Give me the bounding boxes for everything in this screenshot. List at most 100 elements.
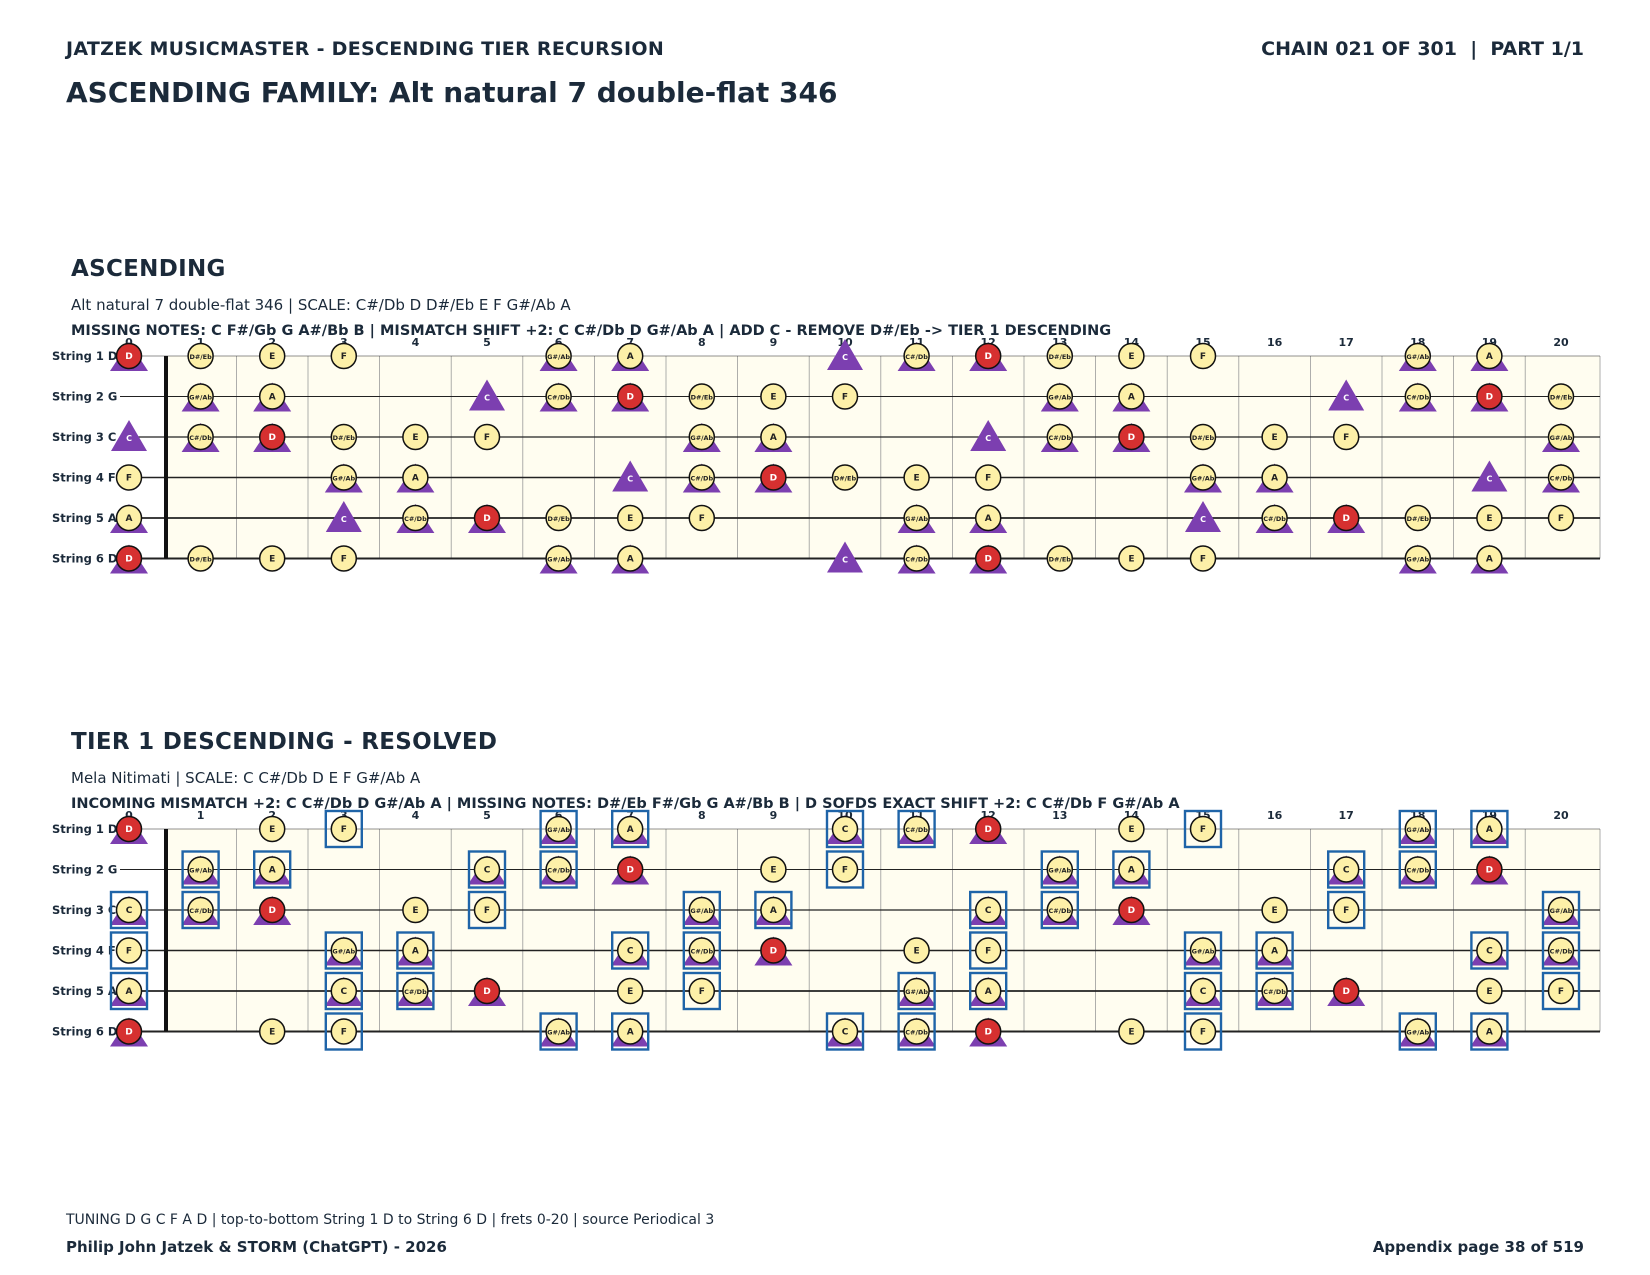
shift-box-f	[109, 931, 149, 970]
string-label-3: String 3 C	[52, 903, 116, 917]
note-label-f: F	[1558, 514, 1564, 524]
note-label-a: A	[269, 866, 276, 876]
shift-box-cs-db	[897, 809, 936, 849]
note-marker-cs-db	[545, 383, 572, 410]
note-marker-f	[831, 856, 859, 883]
note-marker-a	[974, 504, 1002, 532]
note-marker-gs-ab	[187, 856, 214, 883]
shift-box-a	[252, 850, 292, 889]
shift-box-a	[611, 1012, 650, 1051]
note-label-d: D	[984, 555, 991, 565]
note-marker-gs-ab	[688, 896, 716, 924]
note-label-ds-eb: D#/Eb	[834, 475, 857, 483]
note-marker-cs-db	[545, 856, 572, 883]
note-label-d: D	[125, 825, 132, 835]
note-marker-cs-db	[402, 977, 429, 1005]
note-marker-cs-db	[1404, 383, 1432, 410]
root-note-marker	[616, 383, 644, 410]
note-marker-e	[1118, 545, 1145, 572]
note-marker-e	[1476, 504, 1503, 532]
shift-box-gs-ab	[1398, 1012, 1438, 1051]
fret-number-17: 17	[1339, 336, 1354, 349]
root-note-marker	[974, 1018, 1002, 1045]
string-label-2: String 2 G	[52, 390, 117, 404]
fret-number-5: 5	[483, 336, 491, 349]
note-label-d: D	[125, 352, 132, 362]
note-label-a: A	[627, 352, 634, 362]
note-label-f: F	[341, 1028, 347, 1038]
tier-triangle-c	[111, 420, 147, 451]
fret-number-9: 9	[770, 336, 778, 349]
note-label-c: C	[985, 906, 992, 916]
note-label-a: A	[269, 393, 276, 403]
note-marker-a	[115, 504, 143, 532]
note-label-e: E	[412, 433, 418, 443]
root-note-marker	[1118, 423, 1145, 451]
root-note-marker	[1118, 896, 1145, 924]
root-note-marker	[115, 815, 143, 843]
note-marker-e	[402, 896, 429, 924]
section-2-title: TIER 1 DESCENDING - RESOLVED	[71, 729, 498, 755]
tier-triangle-label-c: C	[126, 434, 132, 443]
note-label-gs-ab: G#/Ab	[1550, 434, 1573, 442]
note-label-c: C	[1200, 987, 1207, 997]
string-label-6: String 6 D	[52, 1025, 117, 1039]
note-label-a: A	[1486, 825, 1493, 835]
note-label-d: D	[268, 433, 275, 443]
note-marker-cs-db	[1547, 464, 1575, 491]
note-marker-f	[330, 1018, 358, 1045]
string-label-5: String 5 A	[52, 511, 117, 525]
note-marker-f	[115, 937, 143, 964]
note-marker-e	[1118, 342, 1145, 370]
section-1-detail: MISSING NOTES: C F#/Gb G A#/Bb B | MISMA…	[71, 323, 1112, 339]
note-label-cs-db: C#/Db	[690, 948, 713, 956]
note-marker-e	[616, 504, 644, 532]
shift-box-a	[1470, 1012, 1509, 1051]
note-marker-gs-ab	[903, 977, 930, 1005]
shift-box-f	[467, 890, 507, 930]
note-label-ds-eb: D#/Eb	[333, 434, 356, 442]
root-note-marker	[1332, 504, 1360, 532]
shift-box-cs-db	[396, 971, 435, 1011]
note-label-f: F	[1343, 906, 1349, 916]
shift-box-f	[969, 931, 1008, 970]
shift-box-f	[1183, 1012, 1223, 1051]
note-label-c: C	[340, 987, 347, 997]
shift-box-a	[754, 890, 793, 930]
shift-box-c	[1326, 850, 1366, 889]
fret-number-4: 4	[412, 336, 420, 349]
note-label-e: E	[1272, 433, 1278, 443]
note-label-c: C	[627, 947, 634, 957]
note-marker-e	[258, 545, 286, 572]
shift-box-cs-db	[897, 1012, 936, 1051]
note-marker-a	[616, 342, 644, 370]
shift-box-a	[109, 971, 149, 1011]
note-label-e: E	[627, 514, 633, 524]
note-label-d: D	[483, 987, 490, 997]
note-label-f: F	[126, 474, 132, 484]
footer-tuning: TUNING D G C F A D | top-to-bottom Strin…	[66, 1212, 715, 1228]
tier-triangle-c	[612, 460, 649, 492]
shift-box-f	[1183, 809, 1223, 849]
note-label-d: D	[770, 474, 777, 484]
string-label-1: String 1 D	[52, 349, 117, 363]
note-label-cs-db: C#/Db	[189, 907, 212, 915]
note-marker-gs-ab	[187, 383, 214, 410]
shift-box-gs-ab	[539, 809, 578, 849]
note-label-a: A	[1271, 474, 1278, 484]
note-marker-gs-ab	[545, 815, 572, 843]
shift-box-cs-db	[1040, 890, 1080, 930]
shift-box-a	[1112, 850, 1151, 889]
note-label-d: D	[984, 352, 991, 362]
fret-number-8: 8	[698, 336, 706, 349]
note-label-cs-db: C#/Db	[189, 434, 212, 442]
note-label-f: F	[842, 393, 848, 403]
note-label-f: F	[985, 947, 991, 957]
fretboard-background	[167, 356, 1600, 559]
note-label-d: D	[1486, 866, 1493, 876]
shift-box-c	[324, 971, 363, 1011]
note-label-d: D	[1342, 514, 1349, 524]
note-label-e: E	[269, 352, 275, 362]
note-marker-a	[1261, 464, 1288, 491]
shift-box-f	[1326, 890, 1366, 930]
